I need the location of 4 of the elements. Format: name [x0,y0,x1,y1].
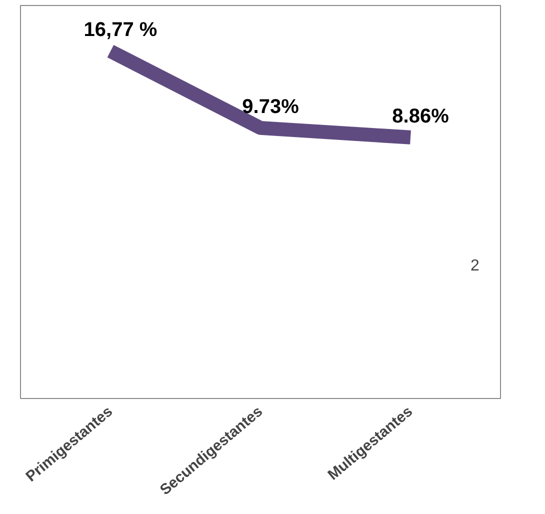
text: 2 [470,258,480,275]
data-label: 8.86% [392,105,450,128]
data-label: 16,77 % [84,19,158,42]
data-label: 9.73% [242,96,300,118]
